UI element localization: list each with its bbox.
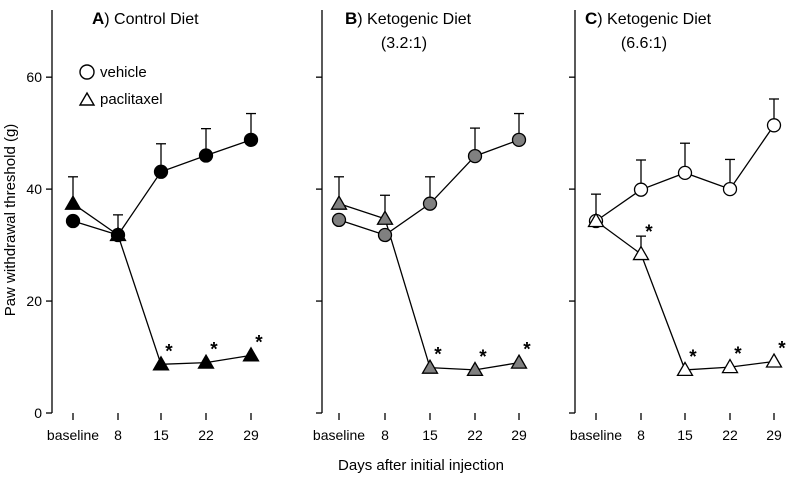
significance-star: * <box>255 332 263 353</box>
paclitaxel-point <box>64 194 82 210</box>
x-tick-label: baseline <box>570 427 622 443</box>
vehicle-point <box>377 227 393 243</box>
x-axis-label: Days after initial injection <box>338 457 504 474</box>
legend-paclitaxel-label: paclitaxel <box>100 91 163 108</box>
paclitaxel-point <box>765 352 783 368</box>
paclitaxel-point <box>676 361 694 377</box>
significance-star: * <box>165 341 173 362</box>
y-axis-label: Paw withdrawal threshold (g) <box>2 124 19 317</box>
panel-subtitle: (6.6:1) <box>621 35 667 52</box>
vehicle-line <box>72 139 252 236</box>
x-tick-label: 15 <box>153 427 169 443</box>
significance-star: * <box>734 344 742 365</box>
paclitaxel-point <box>330 194 348 210</box>
significance-star: * <box>479 347 487 368</box>
vehicle-point <box>153 164 169 179</box>
y-tick-label: 60 <box>26 69 42 85</box>
significance-star: * <box>210 340 218 361</box>
panel-letter: A <box>92 9 104 28</box>
paclitaxel-point <box>376 209 394 225</box>
panel-title-text: ) Ketogenic Diet <box>597 11 711 28</box>
legend: vehicle paclitaxel <box>78 64 163 108</box>
panel-b: B) Ketogenic Diet (3.2:1) baseline 8 15 22 29 *… <box>313 9 531 443</box>
panel-c: C) Ketogenic Diet (6.6:1) baseline 8 15 22 29 *… <box>569 9 786 443</box>
paclitaxel-point <box>466 361 484 377</box>
legend-vehicle-label: vehicle <box>100 64 147 81</box>
vehicle-point <box>467 148 483 164</box>
paclitaxel-point <box>109 226 127 242</box>
significance-star: * <box>523 340 531 361</box>
vehicle-point <box>331 212 347 228</box>
paclitaxel-point <box>152 355 170 371</box>
panel-title: B) Ketogenic Diet <box>345 9 472 28</box>
significance-star: * <box>645 222 653 243</box>
x-tick-label: baseline <box>313 427 365 443</box>
paclitaxel-point <box>421 358 439 374</box>
legend-paclitaxel-marker <box>78 91 96 106</box>
x-tick-label: 15 <box>677 427 693 443</box>
panel-title: A) Control Diet <box>92 9 199 28</box>
x-tick-label: 22 <box>722 427 738 443</box>
x-tick-label: 22 <box>198 427 214 443</box>
y-tick-label: 0 <box>34 405 42 421</box>
significance-star: * <box>778 339 786 360</box>
x-tick-label: 29 <box>511 427 527 443</box>
paclitaxel-line <box>72 203 252 365</box>
panel-letter: C <box>585 9 597 28</box>
x-tick-label: 29 <box>766 427 782 443</box>
vehicle-point <box>65 213 81 229</box>
vehicle-point <box>422 196 438 211</box>
x-tick-label: baseline <box>47 427 99 443</box>
legend-vehicle-marker <box>79 64 95 80</box>
vehicle-point <box>722 181 738 197</box>
x-tick-label: 29 <box>243 427 259 443</box>
vehicle-point <box>511 132 527 148</box>
panel-title-text: ) Control Diet <box>104 11 199 28</box>
x-tick-label: 15 <box>422 427 438 443</box>
panel-title-text: ) Ketogenic Diet <box>357 11 471 28</box>
vehicle-point <box>633 182 649 197</box>
x-tick-label: 8 <box>381 427 389 443</box>
panel-title: C) Ketogenic Diet <box>585 9 712 28</box>
x-tick-label: 8 <box>114 427 122 443</box>
paclitaxel-line <box>595 220 775 371</box>
panel-a: A) Control Diet 0 20 40 60 baseline 8 15 22 29 * * * <box>26 9 263 443</box>
x-tick-label: 22 <box>467 427 483 443</box>
vehicle-point <box>243 132 259 148</box>
vehicle-point <box>766 118 782 133</box>
significance-star: * <box>689 347 697 368</box>
paclitaxel-point <box>197 353 215 369</box>
panel-letter: B <box>345 9 357 28</box>
paclitaxel-point <box>242 346 260 362</box>
paclitaxel-point <box>632 245 650 261</box>
x-tick-label: 8 <box>637 427 645 443</box>
y-tick-label: 40 <box>26 181 42 197</box>
significance-star: * <box>434 345 442 366</box>
vehicle-point <box>677 165 693 181</box>
paclitaxel-point <box>587 212 605 228</box>
vehicle-point <box>198 148 214 163</box>
panel-subtitle: (3.2:1) <box>381 35 427 52</box>
paclitaxel-point <box>721 358 739 374</box>
paclitaxel-point <box>510 353 528 369</box>
y-tick-label: 20 <box>26 293 42 309</box>
vehicle-line <box>338 139 520 236</box>
